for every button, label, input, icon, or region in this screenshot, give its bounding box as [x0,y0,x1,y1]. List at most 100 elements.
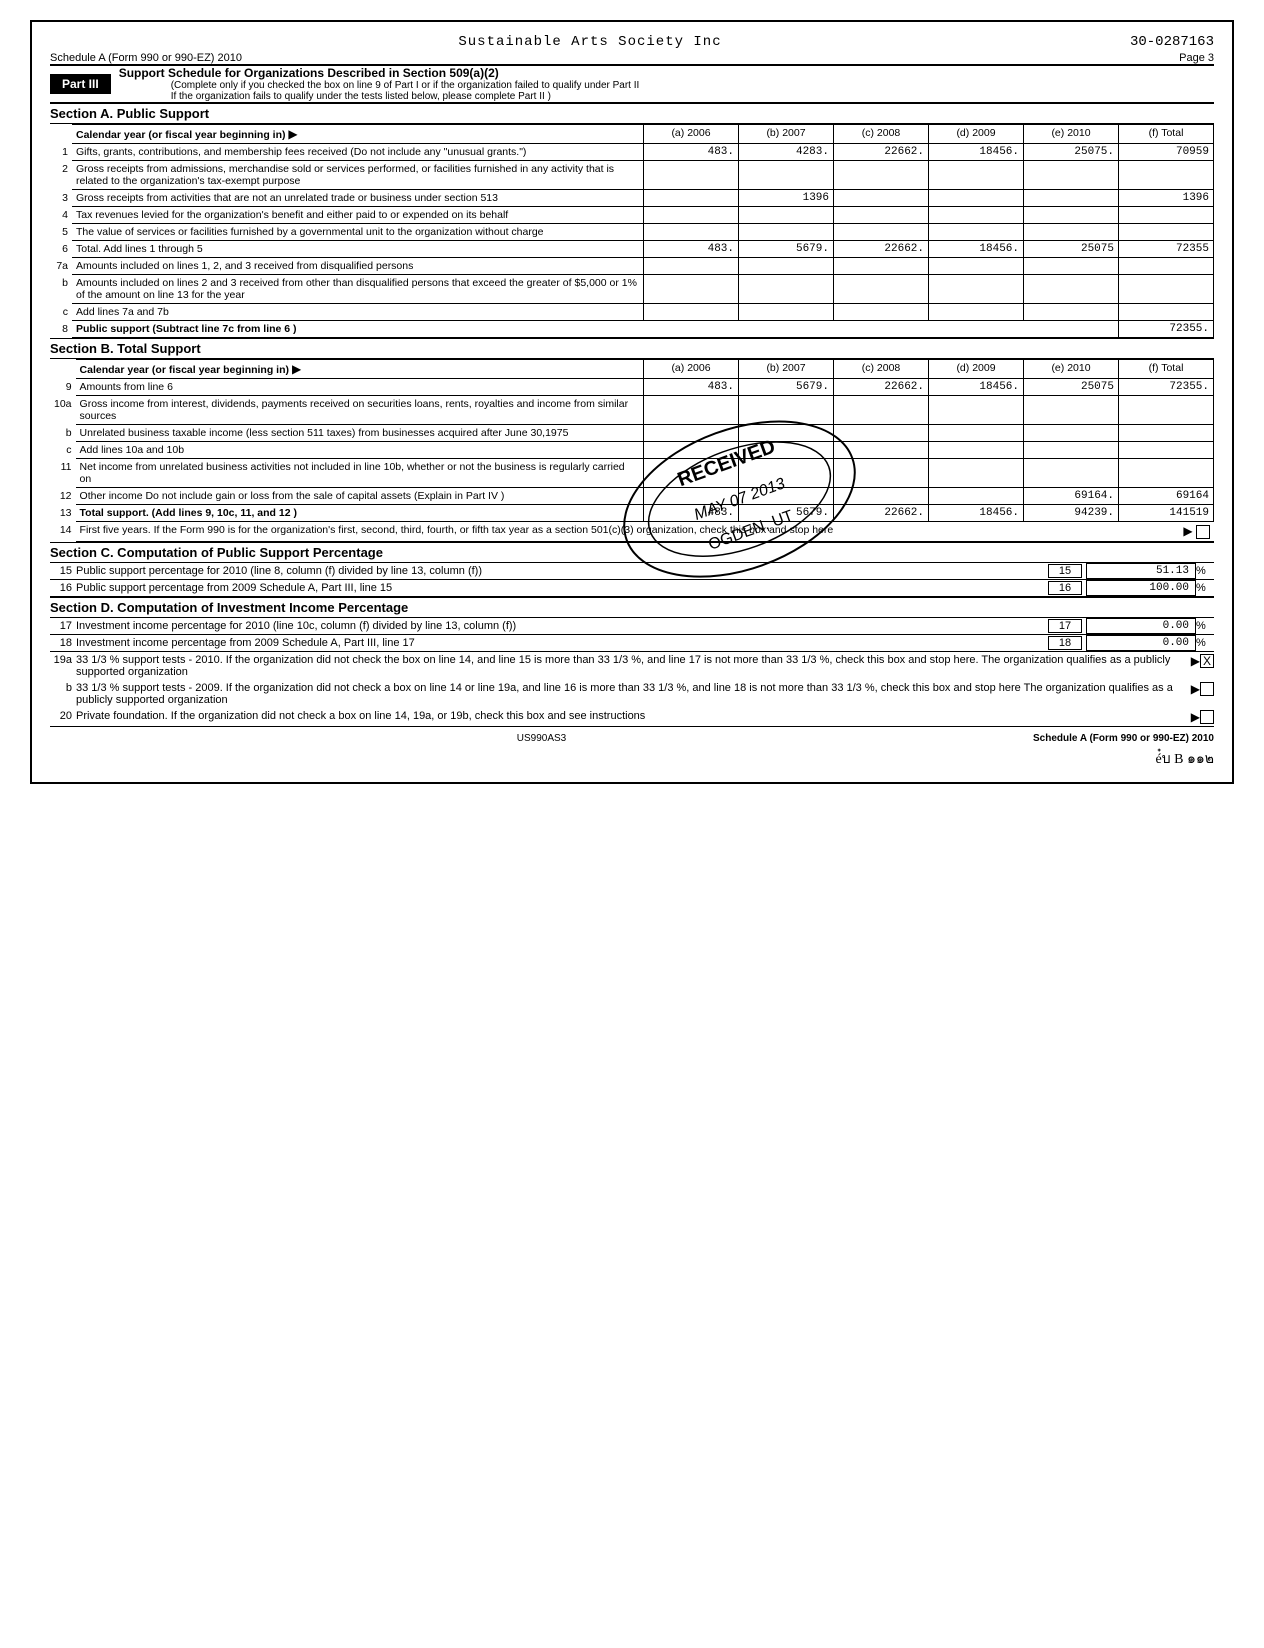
line-20: 20 Private foundation. If the organizati… [50,708,1214,727]
calendar-label: Calendar year (or fiscal year beginning … [76,129,285,141]
line-num: 20 [50,710,76,724]
cell: 141519 [1119,505,1214,522]
line-num: 19a [50,654,76,678]
line-1: 1 Gifts, grants, contributions, and memb… [50,144,1214,161]
section-b-title: Section B. Total Support [50,338,1214,359]
arrow-icon: ▶ [1191,654,1200,678]
cell: 5679. [739,505,834,522]
line-num: 7a [50,258,72,275]
col-d: (d) 2009 [929,360,1024,379]
line-text: Amounts from line 6 [76,379,644,396]
line-text: Gifts, grants, contributions, and member… [72,144,644,161]
cell: 18456. [929,505,1024,522]
cell: 4283. [739,144,834,161]
line-text: 33 1/3 % support tests - 2009. If the or… [76,682,1191,706]
line-text: Gross receipts from activities that are … [72,190,644,207]
line-7a: 7a Amounts included on lines 1, 2, and 3… [50,258,1214,275]
line-11: 11 Net income from unrelated business ac… [50,459,1214,488]
line-text: 33 1/3 % support tests - 2010. If the or… [76,654,1191,678]
value: 51.13 [1086,563,1196,579]
line-num: 18 [50,637,76,649]
arrow-icon: ▶ [292,362,301,376]
checkbox-14[interactable] [1196,525,1210,539]
org-name: Sustainable Arts Society Inc [458,34,721,50]
line-num: 4 [50,207,72,224]
box-num: 15 [1048,564,1082,578]
line-19b: b 33 1/3 % support tests - 2009. If the … [50,680,1214,708]
line-12: 12 Other income Do not include gain or l… [50,488,1214,505]
page-label: Page 3 [1179,52,1214,64]
form-code: US990AS3 [517,733,566,744]
line-num: 17 [50,620,76,632]
line-text: Other income Do not include gain or loss… [76,488,644,505]
arrow-icon: ▶ [1191,682,1200,706]
line-5: 5 The value of services or facilities fu… [50,224,1214,241]
part-title: Support Schedule for Organizations Descr… [119,66,1214,80]
part-sub2: If the organization fails to qualify und… [171,91,1214,102]
checkbox-20[interactable] [1200,710,1214,724]
cell: 18456. [929,241,1024,258]
cell: 22662. [834,241,929,258]
section-a-table: Calendar year (or fiscal year beginning … [50,124,1214,338]
cell: 18456. [929,379,1024,396]
line-10b: b Unrelated business taxable income (les… [50,425,1214,442]
line-num: b [50,425,76,442]
line-13: 13 Total support. (Add lines 9, 10c, 11,… [50,505,1214,522]
line-num: 5 [50,224,72,241]
line-text: Amounts included on lines 1, 2, and 3 re… [72,258,644,275]
col-f: (f) Total [1119,125,1214,144]
line-num: 15 [50,565,76,577]
cell: 18456. [929,144,1024,161]
col-d: (d) 2009 [929,125,1024,144]
line-text: Unrelated business taxable income (less … [76,425,644,442]
line-num: 1 [50,144,72,161]
cell: 69164. [1024,488,1119,505]
line-text: Investment income percentage from 2009 S… [76,637,1044,649]
top-header: Sustainable Arts Society Inc 30-0287163 [50,34,1214,50]
section-a-title: Section A. Public Support [50,103,1214,124]
cell: 72355 [1119,241,1214,258]
checkbox-19b[interactable] [1200,682,1214,696]
line-7c: c Add lines 7a and 7b [50,304,1214,321]
cell: 1396 [1119,190,1214,207]
line-num: c [50,442,76,459]
line-text: Public support percentage for 2010 (line… [76,565,1044,577]
col-e: (e) 2010 [1024,360,1119,379]
cell: 25075 [1024,241,1119,258]
line-8: 8 Public support (Subtract line 7c from … [50,321,1214,338]
section-b-table: Calendar year (or fiscal year beginning … [50,359,1214,542]
line-num: 9 [50,379,76,396]
part-label: Part III [50,74,111,94]
line-9: 9 Amounts from line 6 483. 5679. 22662. … [50,379,1214,396]
line-14: 14 First five years. If the Form 990 is … [50,522,1214,542]
year-header-row: Calendar year (or fiscal year beginning … [50,125,1214,144]
line-15: 15 Public support percentage for 2010 (l… [50,563,1214,580]
line-num: 13 [50,505,76,522]
box-num: 16 [1048,581,1082,595]
line-text: Private foundation. If the organization … [76,710,1191,724]
cell: 483. [644,144,739,161]
line-10a: 10a Gross income from interest, dividend… [50,396,1214,425]
cell: 5679. [739,379,834,396]
line-num: 14 [50,522,76,542]
section-c-title: Section C. Computation of Public Support… [50,542,1214,563]
line-text: Amounts included on lines 2 and 3 receiv… [72,275,644,304]
cell: 22662. [834,144,929,161]
col-a: (a) 2006 [644,125,739,144]
arrow-icon: ▶ [1183,524,1192,538]
checkbox-19a[interactable]: X [1200,654,1214,668]
cell: 72355. [1119,379,1214,396]
line-text: Add lines 7a and 7b [72,304,644,321]
line-19a: 19a 33 1/3 % support tests - 2010. If th… [50,652,1214,680]
line-text: Public support (Subtract line 7c from li… [76,323,297,335]
line-num: 10a [50,396,76,425]
schedule-line: Schedule A (Form 990 or 990-EZ) 2010 [50,52,242,64]
cell: 483. [644,241,739,258]
line-num: 3 [50,190,72,207]
line-16: 16 Public support percentage from 2009 S… [50,580,1214,597]
line-text: Add lines 10a and 10b [76,442,644,459]
cell: 22662. [834,505,929,522]
line-7b: b Amounts included on lines 2 and 3 rece… [50,275,1214,304]
arrow-icon: ▶ [1191,710,1200,724]
line-18: 18 Investment income percentage from 200… [50,635,1214,652]
